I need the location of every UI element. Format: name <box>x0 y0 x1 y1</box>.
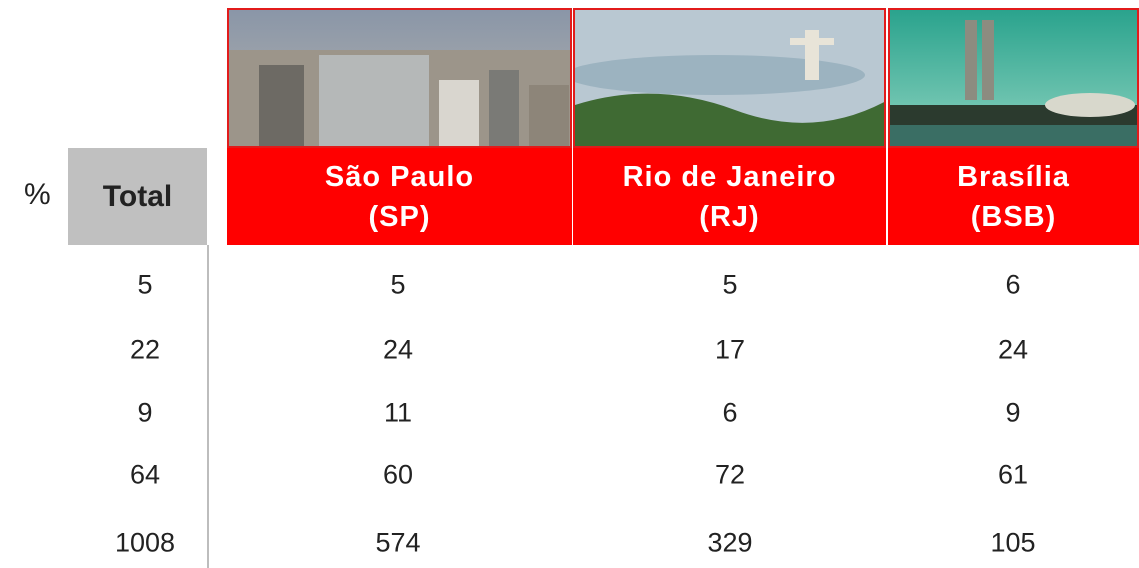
table-cell: 64 <box>130 460 160 491</box>
header-code: (SP) <box>227 197 572 237</box>
header-cell: Rio de Janeiro (RJ) <box>573 148 886 245</box>
table-cell: 6 <box>1005 270 1020 301</box>
table-cell: 5 <box>722 270 737 301</box>
table-cell: 9 <box>137 398 152 429</box>
table-cell: 61 <box>998 460 1028 491</box>
photo-art <box>229 10 572 148</box>
photo-art <box>575 10 886 148</box>
table-cell: 329 <box>707 528 752 559</box>
header-code: (RJ) <box>573 197 886 237</box>
table-cell: 24 <box>998 335 1028 366</box>
header-name: São Paulo <box>227 157 572 197</box>
header-name: Brasília <box>888 157 1139 197</box>
table-cell: 9 <box>1005 398 1020 429</box>
table-cell: 105 <box>990 528 1035 559</box>
header-total: Total <box>68 148 207 245</box>
table-cell: 11 <box>384 398 412 429</box>
table-cell: 60 <box>383 460 413 491</box>
table-cell: 72 <box>715 460 745 491</box>
header-cell: São Paulo (SP) <box>227 148 572 245</box>
column-divider <box>207 245 209 568</box>
table-cell: 574 <box>375 528 420 559</box>
table-cell: 22 <box>130 335 160 366</box>
sao-paulo-photo <box>227 8 572 148</box>
table-cell: 17 <box>715 335 745 366</box>
page: % Total São Paulo (SP) Rio de Janeiro (R… <box>0 0 1139 568</box>
header-cell: Brasília (BSB) <box>888 148 1139 245</box>
corner-label: % <box>24 178 51 212</box>
rio-photo <box>573 8 886 148</box>
photo-art <box>890 10 1139 148</box>
table-cell: 5 <box>137 270 152 301</box>
header-code: (BSB) <box>888 197 1139 237</box>
table-cell: 24 <box>383 335 413 366</box>
table-cell: 1008 <box>115 528 175 559</box>
table-cell: 6 <box>722 398 737 429</box>
brasilia-photo <box>888 8 1139 148</box>
table-cell: 5 <box>390 270 405 301</box>
header-name: Rio de Janeiro <box>573 157 886 197</box>
